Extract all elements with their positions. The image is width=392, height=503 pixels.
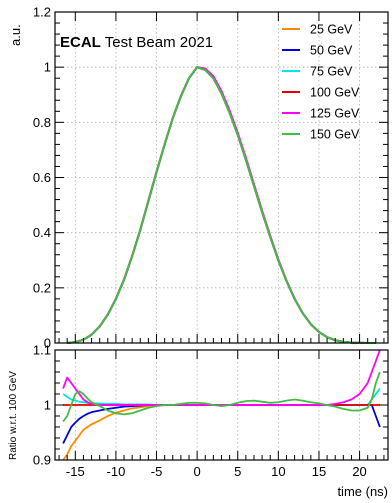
series-line-125-gev bbox=[62, 349, 381, 406]
main-y-axis-label: a.u. bbox=[8, 24, 23, 46]
series-line-150-gev bbox=[67, 66, 376, 344]
y-tick-label: 1.1 bbox=[33, 343, 51, 358]
series-line-150-gev bbox=[62, 371, 381, 423]
y-tick-label: 1.2 bbox=[33, 5, 51, 20]
main-plot-series bbox=[67, 66, 376, 344]
legend-label: 25 GeV bbox=[310, 23, 353, 37]
legend-item-75-gev: 75 GeV bbox=[282, 65, 353, 79]
series-line-25-gev bbox=[62, 387, 381, 461]
ratio-plot-frame bbox=[54, 349, 389, 461]
legend-item-125-gev: 125 GeV bbox=[282, 107, 360, 121]
annotation: ECAL Test Beam 2021 bbox=[60, 34, 213, 51]
ratio-plot-ticks: -15 -10 -5 0 5 10 15 20 0.9 1 1.1 bbox=[33, 343, 388, 479]
y-tick-label: 1 bbox=[44, 398, 51, 413]
legend: 25 GeV 50 GeV 75 GeV 100 GeV 125 GeV 150 GeV bbox=[282, 23, 360, 142]
y-tick-label: 0.6 bbox=[33, 170, 51, 185]
ratio-plot: -15 -10 -5 0 5 10 15 20 0.9 1 1.1 Ratio w.r.t. 100… bbox=[8, 343, 389, 499]
y-tick-label: 0 bbox=[44, 336, 51, 351]
x-tick-label: 15 bbox=[312, 464, 326, 479]
main-plot-ticks: 0 0.2 0.4 0.6 0.8 1 1.2 bbox=[33, 5, 388, 351]
x-tick-label: 20 bbox=[352, 464, 366, 479]
x-tick-label: -15 bbox=[66, 464, 85, 479]
x-tick-label: 5 bbox=[234, 464, 241, 479]
main-plot-frame bbox=[54, 11, 389, 344]
legend-label: 125 GeV bbox=[310, 107, 360, 121]
y-tick-label: 0.4 bbox=[33, 225, 51, 240]
ratio-y-axis-label: Ratio w.r.t. 100 GeV bbox=[8, 371, 19, 460]
ratio-plot-series bbox=[62, 349, 381, 461]
y-tick-label: 0.8 bbox=[33, 115, 51, 130]
y-tick-label: 0.2 bbox=[33, 280, 51, 295]
legend-label: 150 GeV bbox=[310, 128, 360, 142]
legend-item-50-gev: 50 GeV bbox=[282, 44, 353, 58]
y-tick-label: 0.9 bbox=[33, 453, 51, 468]
legend-label: 100 GeV bbox=[310, 86, 360, 100]
main-plot-grid bbox=[55, 11, 388, 344]
series-line-75-gev bbox=[62, 387, 381, 406]
x-tick-label: -10 bbox=[107, 464, 126, 479]
legend-label: 50 GeV bbox=[310, 44, 353, 58]
annotation-text: ECAL Test Beam 2021 bbox=[60, 34, 213, 51]
annotation-rest: Test Beam 2021 bbox=[105, 34, 213, 51]
x-tick-label: 0 bbox=[194, 464, 201, 479]
annotation-bold: ECAL bbox=[60, 34, 101, 51]
x-tick-label: -5 bbox=[151, 464, 163, 479]
legend-item-100-gev: 100 GeV bbox=[282, 86, 360, 100]
legend-item-25-gev: 25 GeV bbox=[282, 23, 353, 37]
y-tick-label: 1 bbox=[44, 60, 51, 75]
legend-label: 75 GeV bbox=[310, 65, 353, 79]
main-plot: 0 0.2 0.4 0.6 0.8 1 1.2 a.u. ECAL Test Beam 20… bbox=[8, 5, 389, 351]
x-axis-label: time (ns) bbox=[337, 484, 388, 499]
x-tick-label: 10 bbox=[271, 464, 285, 479]
legend-item-150-gev: 150 GeV bbox=[282, 128, 360, 142]
